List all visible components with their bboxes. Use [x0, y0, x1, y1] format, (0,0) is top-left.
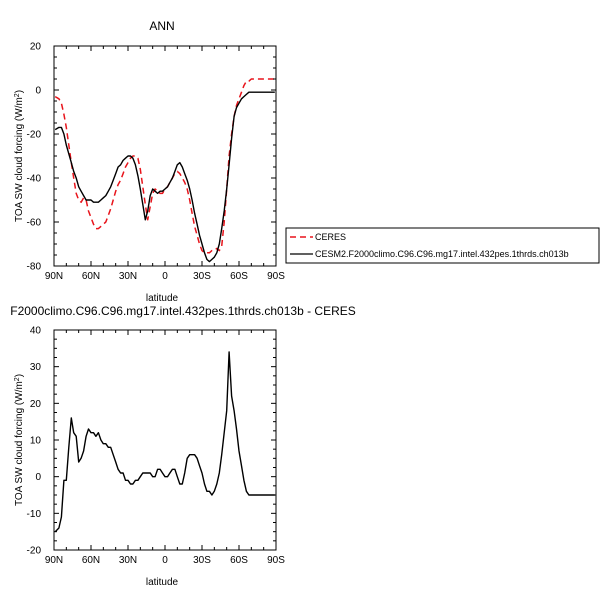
panel1-xtick-label: 30S — [193, 271, 211, 282]
panel1-xtick-label: 60N — [82, 271, 100, 282]
panel1-ylabel: TOA SW cloud forcing (W/m2) — [14, 90, 26, 222]
panel1-frame — [53, 45, 277, 267]
panel2-frame — [53, 329, 277, 551]
panel1-xtick-label: 90N — [45, 271, 63, 282]
panel2-xlabel: latitude — [146, 577, 179, 588]
panel2-xtick-label: 0 — [162, 555, 168, 566]
panel2-ytick-label: 40 — [30, 326, 42, 337]
panel2-plot: 90N 60N 30N 0 30S 60S 90S 40 30 20 10 0 -10 -20 — [27, 326, 286, 567]
panel2-xtick-label: 60N — [82, 555, 100, 566]
panel1-xtick-label: 90S — [267, 271, 285, 282]
panel1-xlabel: latitude — [146, 293, 179, 304]
panel2-xtick-label: 30N — [119, 555, 137, 566]
legend-ceres-label: CERES — [315, 232, 346, 242]
panel1-ytick-label: -60 — [27, 218, 42, 229]
panel1-xtick-label: 30N — [119, 271, 137, 282]
panel2-ytick-label: 20 — [30, 399, 42, 410]
legend: CERES CESM2.F2000climo.C96.C96.mg17.inte… — [285, 227, 600, 264]
panel1-ytick-label: 20 — [30, 42, 42, 53]
panel1-ytick-label: -20 — [27, 130, 42, 141]
panel2-series-difference-line — [54, 351, 275, 533]
panel2-ytick-label: 0 — [35, 472, 41, 483]
panel1-plot: 90N 60N 30N 0 30S 60S 90S 20 0 -20 -40 -60 -80 — [27, 42, 286, 283]
panel1-ytick-label: 0 — [35, 86, 41, 97]
panel2-xtick-label: 90N — [45, 555, 63, 566]
panel1-series-cesm2-f2000climo-c96-c96-mg17--line — [54, 91, 275, 263]
panel2-ytick-label: 10 — [30, 436, 42, 447]
panel2-title: F2000climo.C96.C96.mg17.intel.432pes.1th… — [10, 304, 356, 318]
panel1-xtick-label: 60S — [230, 271, 248, 282]
panel2-xtick-label: 30S — [193, 555, 211, 566]
panel2-xtick-label: 60S — [230, 555, 248, 566]
legend-model-label: CESM2.F2000climo.C96.C96.mg17.intel.432p… — [315, 249, 569, 259]
panel1-xtick-label: 0 — [162, 271, 168, 282]
panel2-ytick-label: -20 — [27, 546, 42, 557]
panel1-ytick-label: -40 — [27, 174, 42, 185]
panel2-ytick-label: 30 — [30, 362, 42, 373]
panel1-ytick-label: -80 — [27, 262, 42, 273]
panel1-title: ANN — [149, 19, 174, 33]
panel1-series-ceres-line — [54, 78, 275, 254]
panel2-xtick-label: 90S — [267, 555, 285, 566]
panel2-ylabel: TOA SW cloud forcing (W/m2) — [14, 374, 26, 506]
panel2-ytick-label: -10 — [27, 509, 42, 520]
legend-box — [285, 227, 600, 264]
